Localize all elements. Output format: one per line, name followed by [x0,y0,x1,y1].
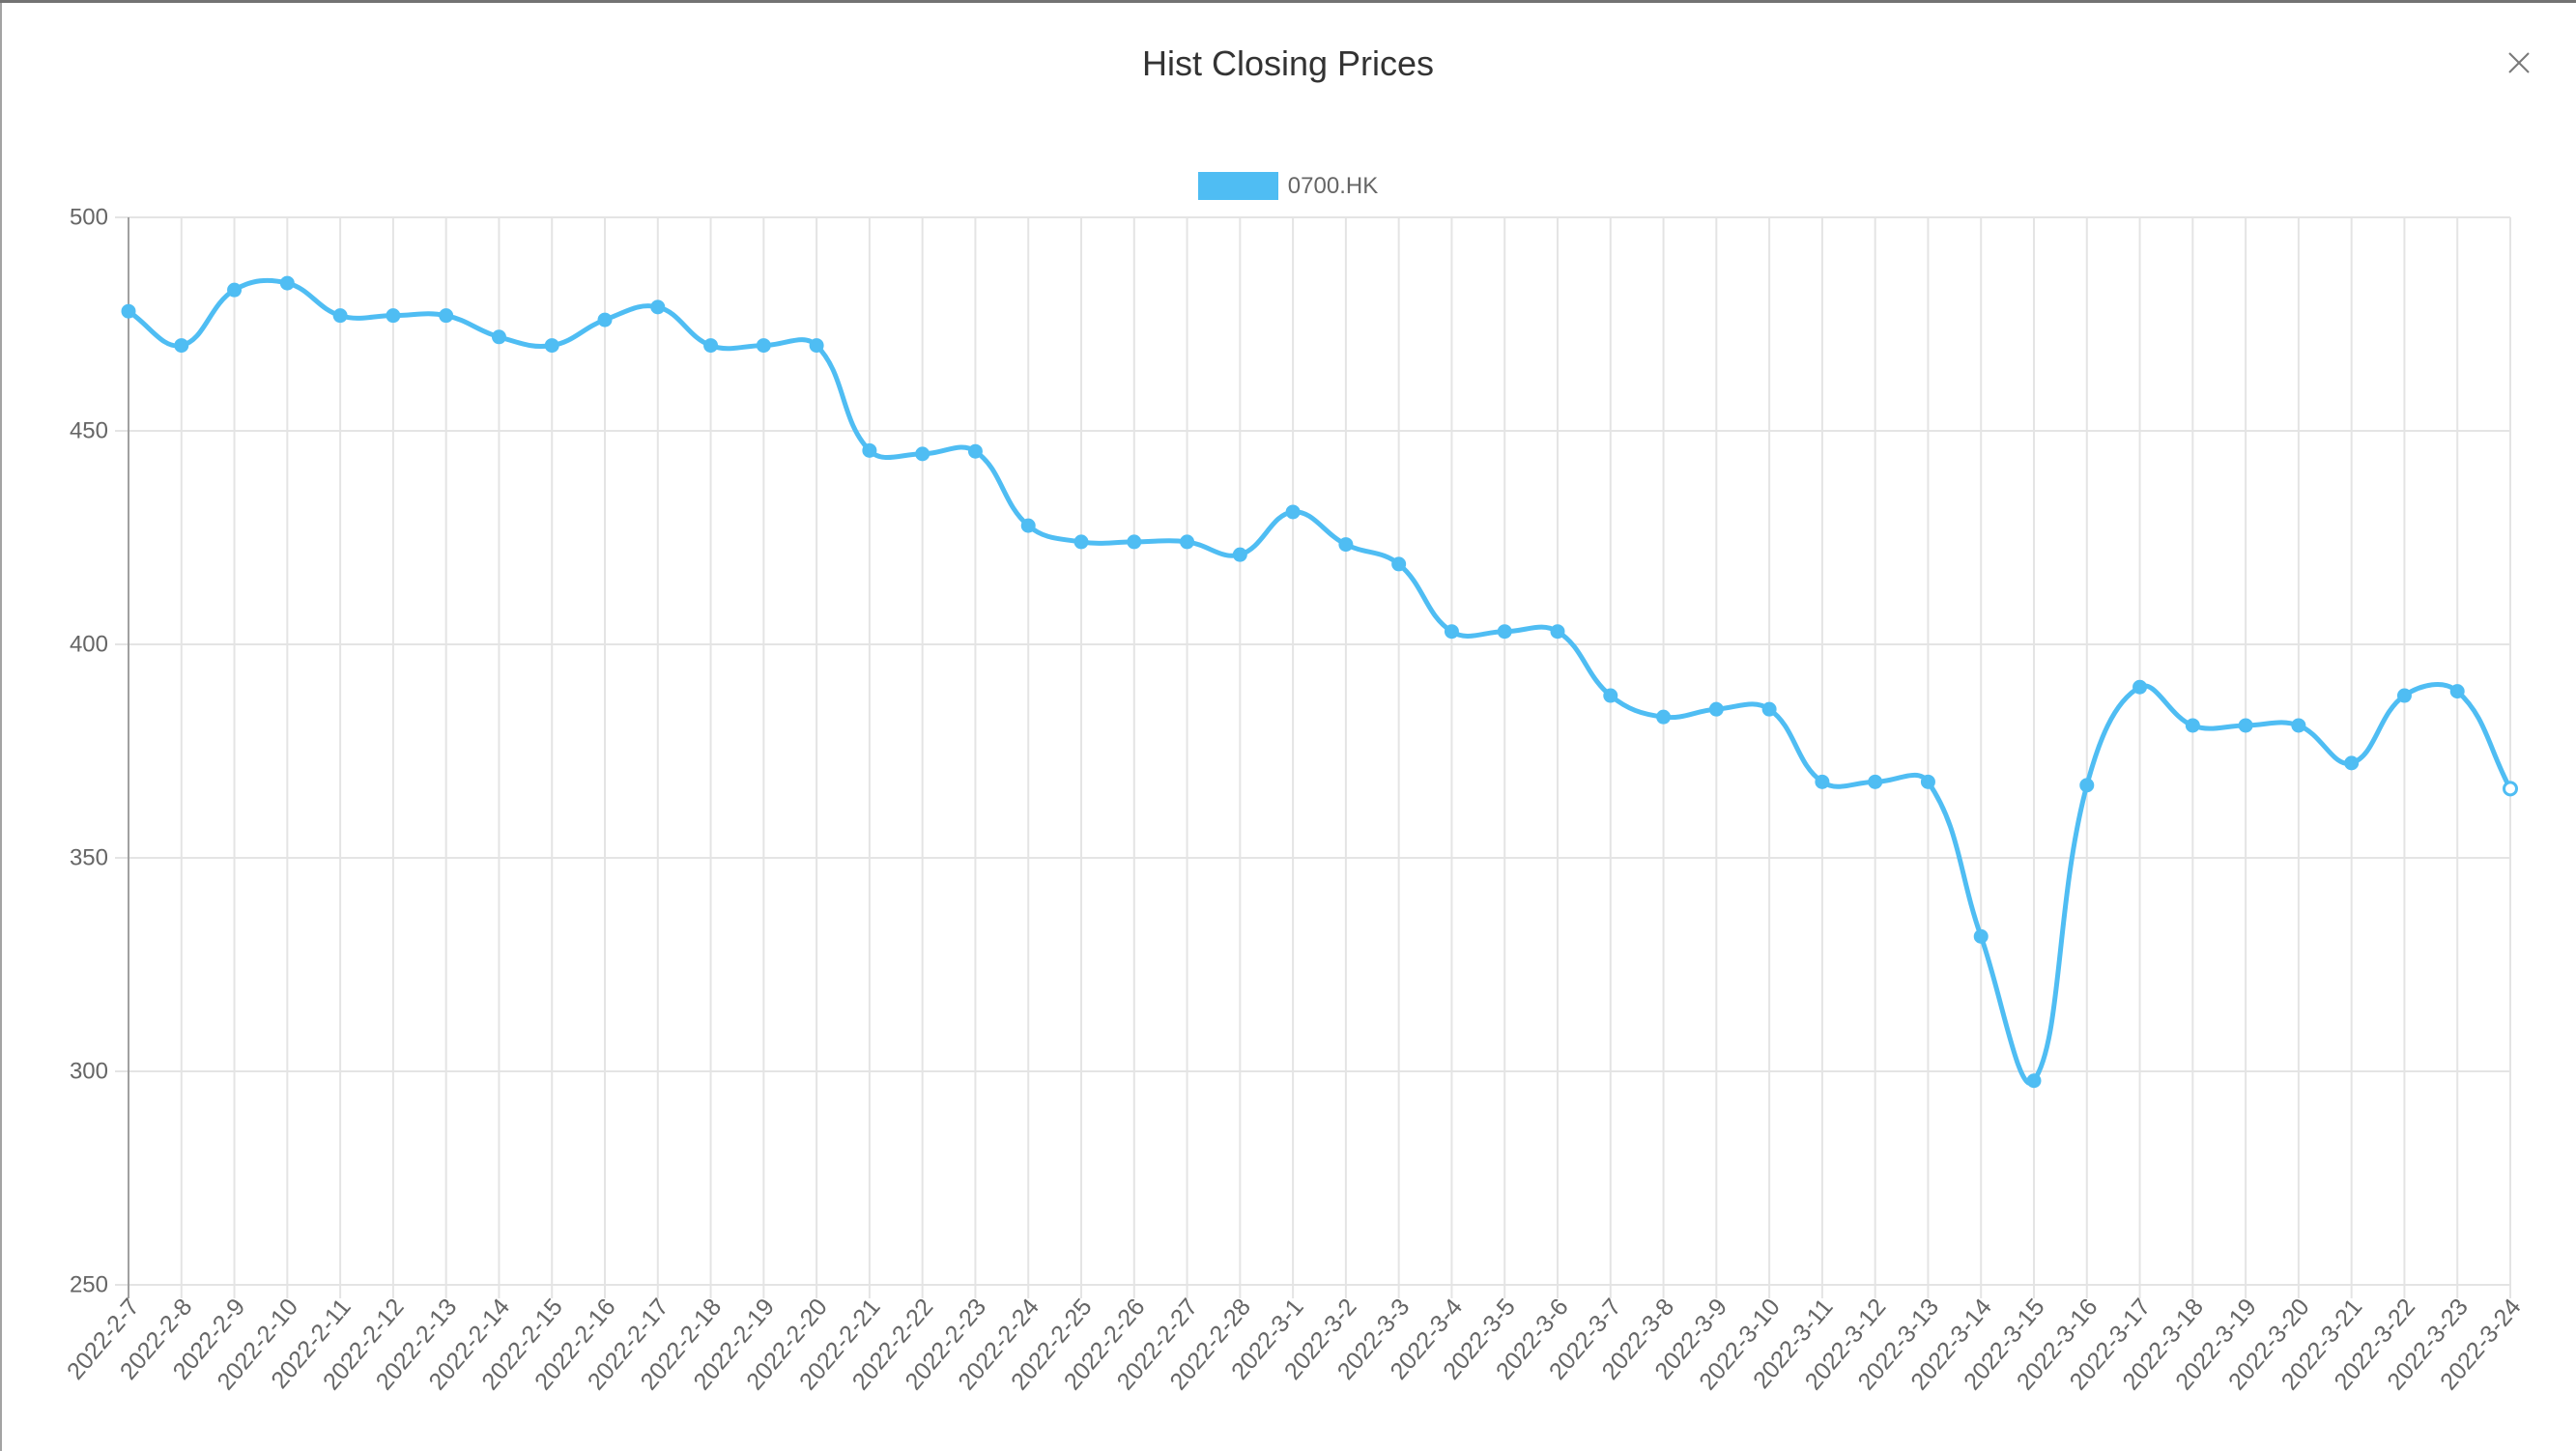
data-point[interactable] [1815,774,1830,789]
y-tick-label: 450 [70,418,108,444]
data-points [121,275,2518,1089]
data-point[interactable] [2344,755,2360,771]
data-point[interactable] [174,338,189,354]
grid [115,216,2511,1298]
y-tick-label: 400 [70,632,108,658]
modal-title: Hist Closing Prices [1141,43,1435,83]
data-point[interactable] [1020,518,1036,533]
data-point[interactable] [227,282,243,298]
data-point[interactable] [1761,701,1777,717]
legend-swatch [1197,172,1278,200]
data-point[interactable] [756,338,771,354]
data-point[interactable] [597,312,613,327]
data-point[interactable] [1603,688,1618,703]
series-line [126,277,2513,1086]
data-point[interactable] [1127,534,1142,550]
legend-label: 0700.HK [1287,173,1379,199]
data-point[interactable] [2026,1073,2042,1089]
data-point[interactable] [915,446,930,462]
data-point[interactable] [2238,718,2253,733]
data-point[interactable] [1497,624,1512,640]
chart-legend[interactable]: 0700.HK [0,172,2576,200]
data-point[interactable] [650,299,666,315]
data-point[interactable] [1391,556,1407,572]
data-point[interactable] [1338,537,1354,553]
close-icon [2508,52,2530,73]
data-point[interactable] [279,275,295,291]
data-point[interactable] [2449,684,2465,699]
data-point[interactable] [862,442,877,458]
y-tick-labels: 500 450 400 350 300 250 [70,205,108,1298]
data-point[interactable] [1232,547,1247,562]
data-point[interactable] [1073,534,1089,550]
data-point[interactable] [2185,718,2200,733]
y-tick-label: 500 [70,205,108,231]
y-tick-label: 250 [70,1272,108,1298]
data-point[interactable] [1656,709,1672,725]
data-point[interactable] [1285,504,1301,520]
x-tick-labels: 2022-2-72022-2-82022-2-92022-2-102022-2-… [62,1294,2527,1395]
data-point[interactable] [1868,774,1883,789]
data-point[interactable] [491,329,506,345]
data-point[interactable] [1708,701,1724,717]
data-point[interactable] [2396,688,2412,703]
data-point[interactable] [1444,624,1459,640]
data-point[interactable] [1550,624,1565,640]
data-point[interactable] [2291,718,2306,733]
data-point[interactable] [332,308,348,324]
data-point[interactable] [2132,679,2148,695]
data-point[interactable] [386,308,401,324]
data-point[interactable] [967,443,983,459]
data-point[interactable] [1920,774,1935,789]
y-tick-label: 300 [70,1059,108,1085]
data-point[interactable] [121,303,136,319]
close-button[interactable] [2506,50,2532,75]
data-point[interactable] [439,308,454,324]
data-point[interactable] [1180,534,1195,550]
data-point[interactable] [1973,928,1989,944]
y-tick-label: 350 [70,845,108,871]
data-point[interactable] [544,338,559,354]
data-point[interactable] [703,338,719,354]
data-point[interactable] [2503,781,2518,797]
data-point[interactable] [2079,778,2095,793]
data-point[interactable] [809,338,824,354]
